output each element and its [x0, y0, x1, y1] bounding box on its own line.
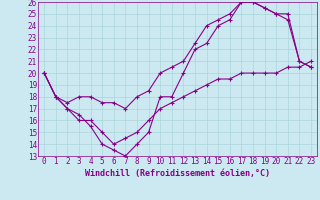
X-axis label: Windchill (Refroidissement éolien,°C): Windchill (Refroidissement éolien,°C) — [85, 169, 270, 178]
